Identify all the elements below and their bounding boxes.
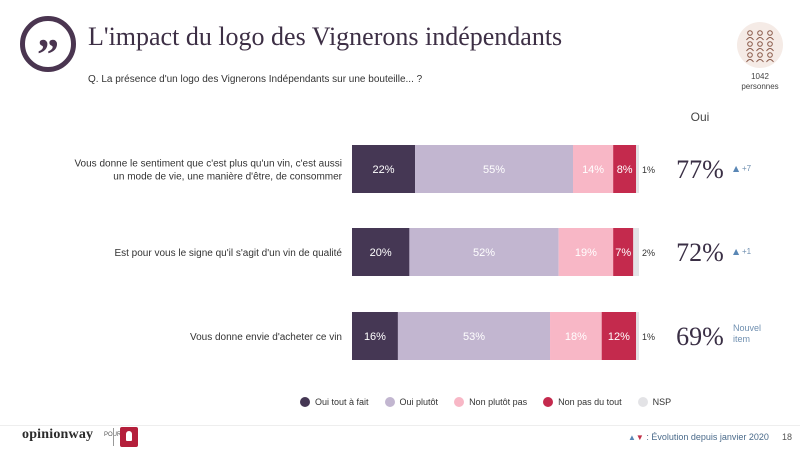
bar-segment [352, 312, 398, 360]
evolution-value: Nouvel item [733, 323, 761, 344]
data-label: 7% [615, 247, 631, 259]
legend-item: Non pas du tout [543, 397, 622, 407]
data-label: 16% [364, 331, 386, 343]
bar-segment [633, 228, 639, 276]
quote-icon: ” [20, 16, 76, 77]
legend-label: Non plutôt pas [469, 397, 528, 407]
oui-total: 77% [676, 155, 724, 184]
data-label: 18% [565, 331, 587, 343]
oui-total: 72% [676, 238, 724, 267]
category-label-line: Vous donne le sentiment que c'est plus q… [74, 159, 342, 170]
data-label: 52% [473, 247, 495, 259]
sample-size: 1042 personnes [720, 72, 800, 92]
data-label: 14% [582, 164, 604, 176]
data-label: 22% [373, 164, 395, 176]
legend-swatch [384, 397, 395, 407]
bar-segment [636, 145, 639, 193]
legend-item: Oui tout à fait [300, 397, 369, 407]
oui-total: 69% [676, 322, 724, 351]
data-label: 55% [483, 164, 505, 176]
legend-swatch [300, 397, 310, 407]
up-arrow-icon: ▲ [733, 247, 740, 256]
data-label: 2% [642, 248, 655, 258]
data-label: 20% [370, 247, 392, 259]
category-label-line: Est pour vous le signe qu'il s'agit d'un… [114, 248, 342, 259]
sample-label: personnes [741, 82, 779, 91]
legend-item: NSP [637, 397, 672, 407]
legend-item: Non plutôt pas [454, 397, 527, 407]
evolution-note: ▲▼ : Évolution depuis janvier 2020 [628, 432, 769, 442]
bar-segment [601, 312, 637, 360]
data-label: 1% [642, 165, 655, 175]
legend-item: Oui plutôt [384, 397, 439, 407]
brand-pour-label: POUR [104, 432, 121, 438]
data-label: 1% [642, 332, 655, 342]
bar-segment [558, 228, 614, 276]
bar-segment [613, 145, 637, 193]
category-label: Vous donne envie d'acheter ce vin [190, 332, 342, 343]
bar-segment [550, 312, 602, 360]
bar-segment [572, 145, 614, 193]
category-label: Est pour vous le signe qu'il s'agit d'un… [114, 248, 342, 259]
bar-segment [613, 228, 634, 276]
legend-label: Oui plutôt [399, 397, 439, 407]
bar-segment [636, 312, 639, 360]
partner-logo [120, 427, 138, 447]
bar-segment [352, 145, 416, 193]
legend-swatch [543, 397, 554, 407]
page-title: L'impact du logo des Vignerons indépenda… [88, 22, 563, 51]
data-label: 53% [463, 331, 485, 343]
data-label: 8% [617, 164, 633, 176]
question-text: Q. La présence d'un logo des Vignerons I… [88, 74, 423, 85]
oui-column-header: Oui [690, 110, 710, 124]
brand-logo: opinionway [22, 427, 94, 442]
bar-segment [415, 145, 573, 193]
bar-segment [352, 228, 410, 276]
legend-label: Oui tout à fait [315, 397, 369, 407]
category-label-line: un mode de vie, une manière d'être, de c… [113, 172, 342, 183]
legend-label: NSP [652, 397, 672, 407]
legend-swatch [454, 397, 465, 407]
stacked-bar-chart: Vous donne le sentiment que c'est plus q… [74, 145, 761, 360]
footer-divider [0, 425, 800, 426]
data-label: 12% [608, 331, 630, 343]
up-arrow-icon: ▲ [628, 433, 636, 442]
legend-swatch [637, 397, 648, 407]
down-arrow-icon: ▼ [635, 433, 644, 442]
legend: Oui tout à fait Oui plutôt Non plutôt pas N… [300, 397, 671, 407]
page-number: 18 [782, 432, 793, 442]
legend-label: Non pas du tout [558, 397, 622, 407]
bar-segment [397, 312, 551, 360]
evolution-value: +7 [742, 164, 752, 173]
evolution-note-text: : Évolution depuis janvier 2020 [646, 432, 769, 442]
evolution-value-line: Nouvel [733, 323, 761, 333]
brand-separator [113, 428, 114, 446]
up-arrow-icon: ▲ [733, 164, 740, 173]
category-label-line: Vous donne envie d'acheter ce vin [190, 332, 342, 343]
evolution-value: +1 [742, 247, 752, 256]
people-icon [737, 22, 783, 68]
data-label: 19% [575, 247, 597, 259]
category-label: Vous donne le sentiment que c'est plus q… [74, 159, 342, 183]
bar-segment [409, 228, 559, 276]
evolution-value-line: item [733, 334, 750, 344]
sample-count: 1042 [751, 72, 769, 81]
